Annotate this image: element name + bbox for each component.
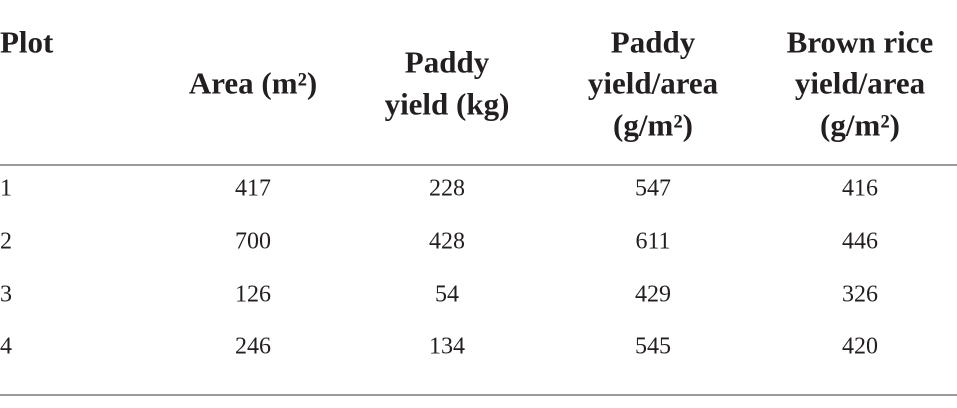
- cell: 428: [429, 228, 465, 255]
- column-header: yield/area: [794, 65, 926, 101]
- row-label: 4: [0, 333, 12, 360]
- cell: 417: [235, 175, 271, 202]
- column-header: (g/m²): [820, 107, 900, 142]
- cell: 326: [842, 281, 878, 308]
- column-header: yield/area: [587, 65, 719, 101]
- cell: 611: [635, 228, 671, 255]
- column-header: Area (m²): [188, 65, 318, 101]
- column-header: Brown rice: [786, 24, 934, 59]
- column-header: yield (kg): [384, 86, 510, 122]
- cell: 420: [842, 333, 878, 360]
- cell: 700: [235, 228, 271, 255]
- row-label: 3: [0, 281, 12, 308]
- cell: 545: [635, 333, 671, 360]
- column-header: Paddy: [610, 24, 696, 59]
- cell: 54: [435, 281, 459, 308]
- cell: 228: [429, 175, 465, 202]
- cell: 246: [235, 333, 271, 360]
- column-header: (g/m²): [613, 107, 693, 142]
- bottom-rule: [0, 394, 957, 396]
- row-label: 2: [0, 228, 12, 255]
- cell: 126: [235, 281, 271, 308]
- column-header: Paddy: [404, 44, 490, 80]
- header-rule: [0, 164, 957, 166]
- column-header: Plot: [0, 24, 54, 60]
- cell: 416: [842, 175, 878, 202]
- row-label: 1: [0, 175, 12, 202]
- cell: 134: [429, 333, 465, 360]
- cell: 547: [635, 175, 671, 202]
- cell: 446: [842, 228, 878, 255]
- cell: 429: [635, 281, 671, 308]
